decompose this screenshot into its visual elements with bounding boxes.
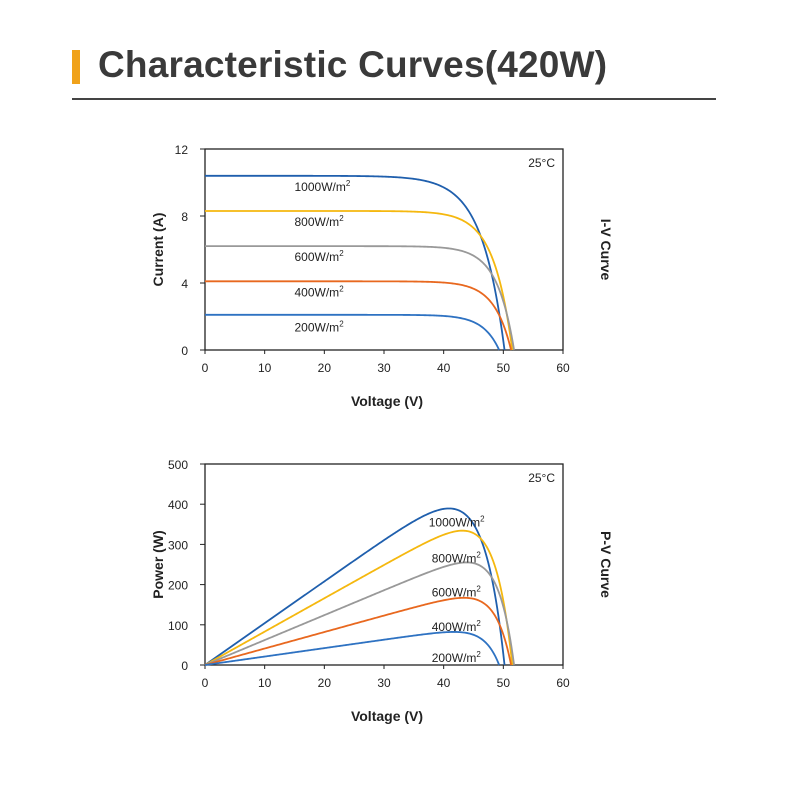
x-tick-label: 40 [437,361,451,375]
y-tick-label: 200 [168,579,188,593]
irradiance-label-text: 800W/m [295,215,340,229]
irradiance-label-exponent: 2 [339,249,344,258]
irradiance-label-exponent: 2 [339,214,344,223]
x-tick-label: 0 [202,676,209,690]
series-line-2 [204,561,515,666]
series-line-4 [204,631,500,666]
series-line-1 [204,210,514,351]
irradiance-label-text: 200W/m [432,651,477,665]
irradiance-label-text: 1000W/m [429,515,480,529]
irradiance-label-exponent: 2 [480,514,485,523]
irradiance-label-text: 400W/m [295,285,340,299]
x-tick-label: 60 [556,361,570,375]
x-tick-label: 30 [377,676,391,690]
series-line-1 [204,529,514,666]
irradiance-label-text: 600W/m [295,250,340,264]
irradiance-label-text: 800W/m [432,551,477,565]
irradiance-label-exponent: 2 [476,585,481,594]
irradiance-label-exponent: 2 [339,320,344,329]
y-tick-label: 500 [168,458,188,472]
series-line-0 [205,174,506,351]
pv-curve-chart: 0 100 200 300 400 500 0 10 20 30 40 50 60 Voltage (V)… [150,458,614,724]
y-tick-label: 12 [175,143,189,157]
x-tick-label: 40 [437,676,451,690]
irradiance-label-exponent: 2 [339,284,344,293]
irradiance-label: 400W/m2 [295,284,345,299]
irradiance-label-text: 400W/m [432,620,477,634]
y-tick-label: 8 [181,210,188,224]
irradiance-label: 600W/m2 [295,249,345,264]
iv-curve-chart: 0 4 8 12 0 10 20 30 40 50 60 Voltage (V) Current (A)… [150,143,614,409]
x-tick-label: 50 [497,676,511,690]
y-tick-label: 100 [168,619,188,633]
x-tick-label: 0 [202,361,209,375]
series-group [204,507,515,666]
y-tick-label: 4 [181,277,188,291]
series-line-4 [204,313,500,351]
y-axis-label: Current (A) [150,213,166,287]
x-tick-label: 20 [318,361,332,375]
irradiance-label: 800W/m2 [432,550,482,565]
y-tick-label: 300 [168,538,188,552]
series-line-0 [204,507,506,666]
irradiance-label-text: 200W/m [295,321,340,335]
irradiance-label: 1000W/m2 [429,514,485,529]
irradiance-label: 200W/m2 [432,650,482,665]
series-line-2 [205,245,515,351]
series-line-3 [204,280,512,351]
irradiance-label-exponent: 2 [346,179,351,188]
x-axis-label: Voltage (V) [351,393,423,409]
irradiance-label: 400W/m2 [432,619,482,634]
irradiance-label-text: 600W/m [432,586,477,600]
irradiance-label-exponent: 2 [476,650,481,659]
y-tick-label: 0 [181,659,188,673]
y-tick-label: 0 [181,344,188,358]
temperature-label: 25°C [528,156,555,170]
y-tick-label: 400 [168,498,188,512]
series-group [204,174,515,351]
series-line-3 [204,596,512,666]
x-tick-label: 60 [556,676,570,690]
plot-frame [204,148,564,351]
irradiance-label: 800W/m2 [295,214,345,229]
page-title: Characteristic Curves(420W) [98,44,608,85]
curve-type-label: I-V Curve [598,219,614,281]
x-tick-label: 10 [258,361,272,375]
x-tick-label: 50 [497,361,511,375]
irradiance-label-text: 1000W/m [295,180,346,194]
x-tick-label: 10 [258,676,272,690]
irradiance-label-exponent: 2 [476,619,481,628]
irradiance-label-exponent: 2 [476,550,481,559]
curve-type-label: P-V Curve [598,531,614,598]
x-axis-label: Voltage (V) [351,708,423,724]
x-tick-label: 30 [377,361,391,375]
title-accent-bar [72,50,80,84]
x-tick-label: 20 [318,676,332,690]
irradiance-label: 200W/m2 [295,320,345,335]
title-divider [72,98,716,100]
temperature-label: 25°C [528,471,555,485]
irradiance-label: 1000W/m2 [295,179,351,194]
irradiance-label: 600W/m2 [432,585,482,600]
y-axis-label: Power (W) [150,530,166,598]
